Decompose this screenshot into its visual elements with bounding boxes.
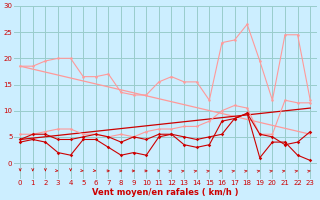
X-axis label: Vent moyen/en rafales ( km/h ): Vent moyen/en rafales ( km/h )	[92, 188, 238, 197]
